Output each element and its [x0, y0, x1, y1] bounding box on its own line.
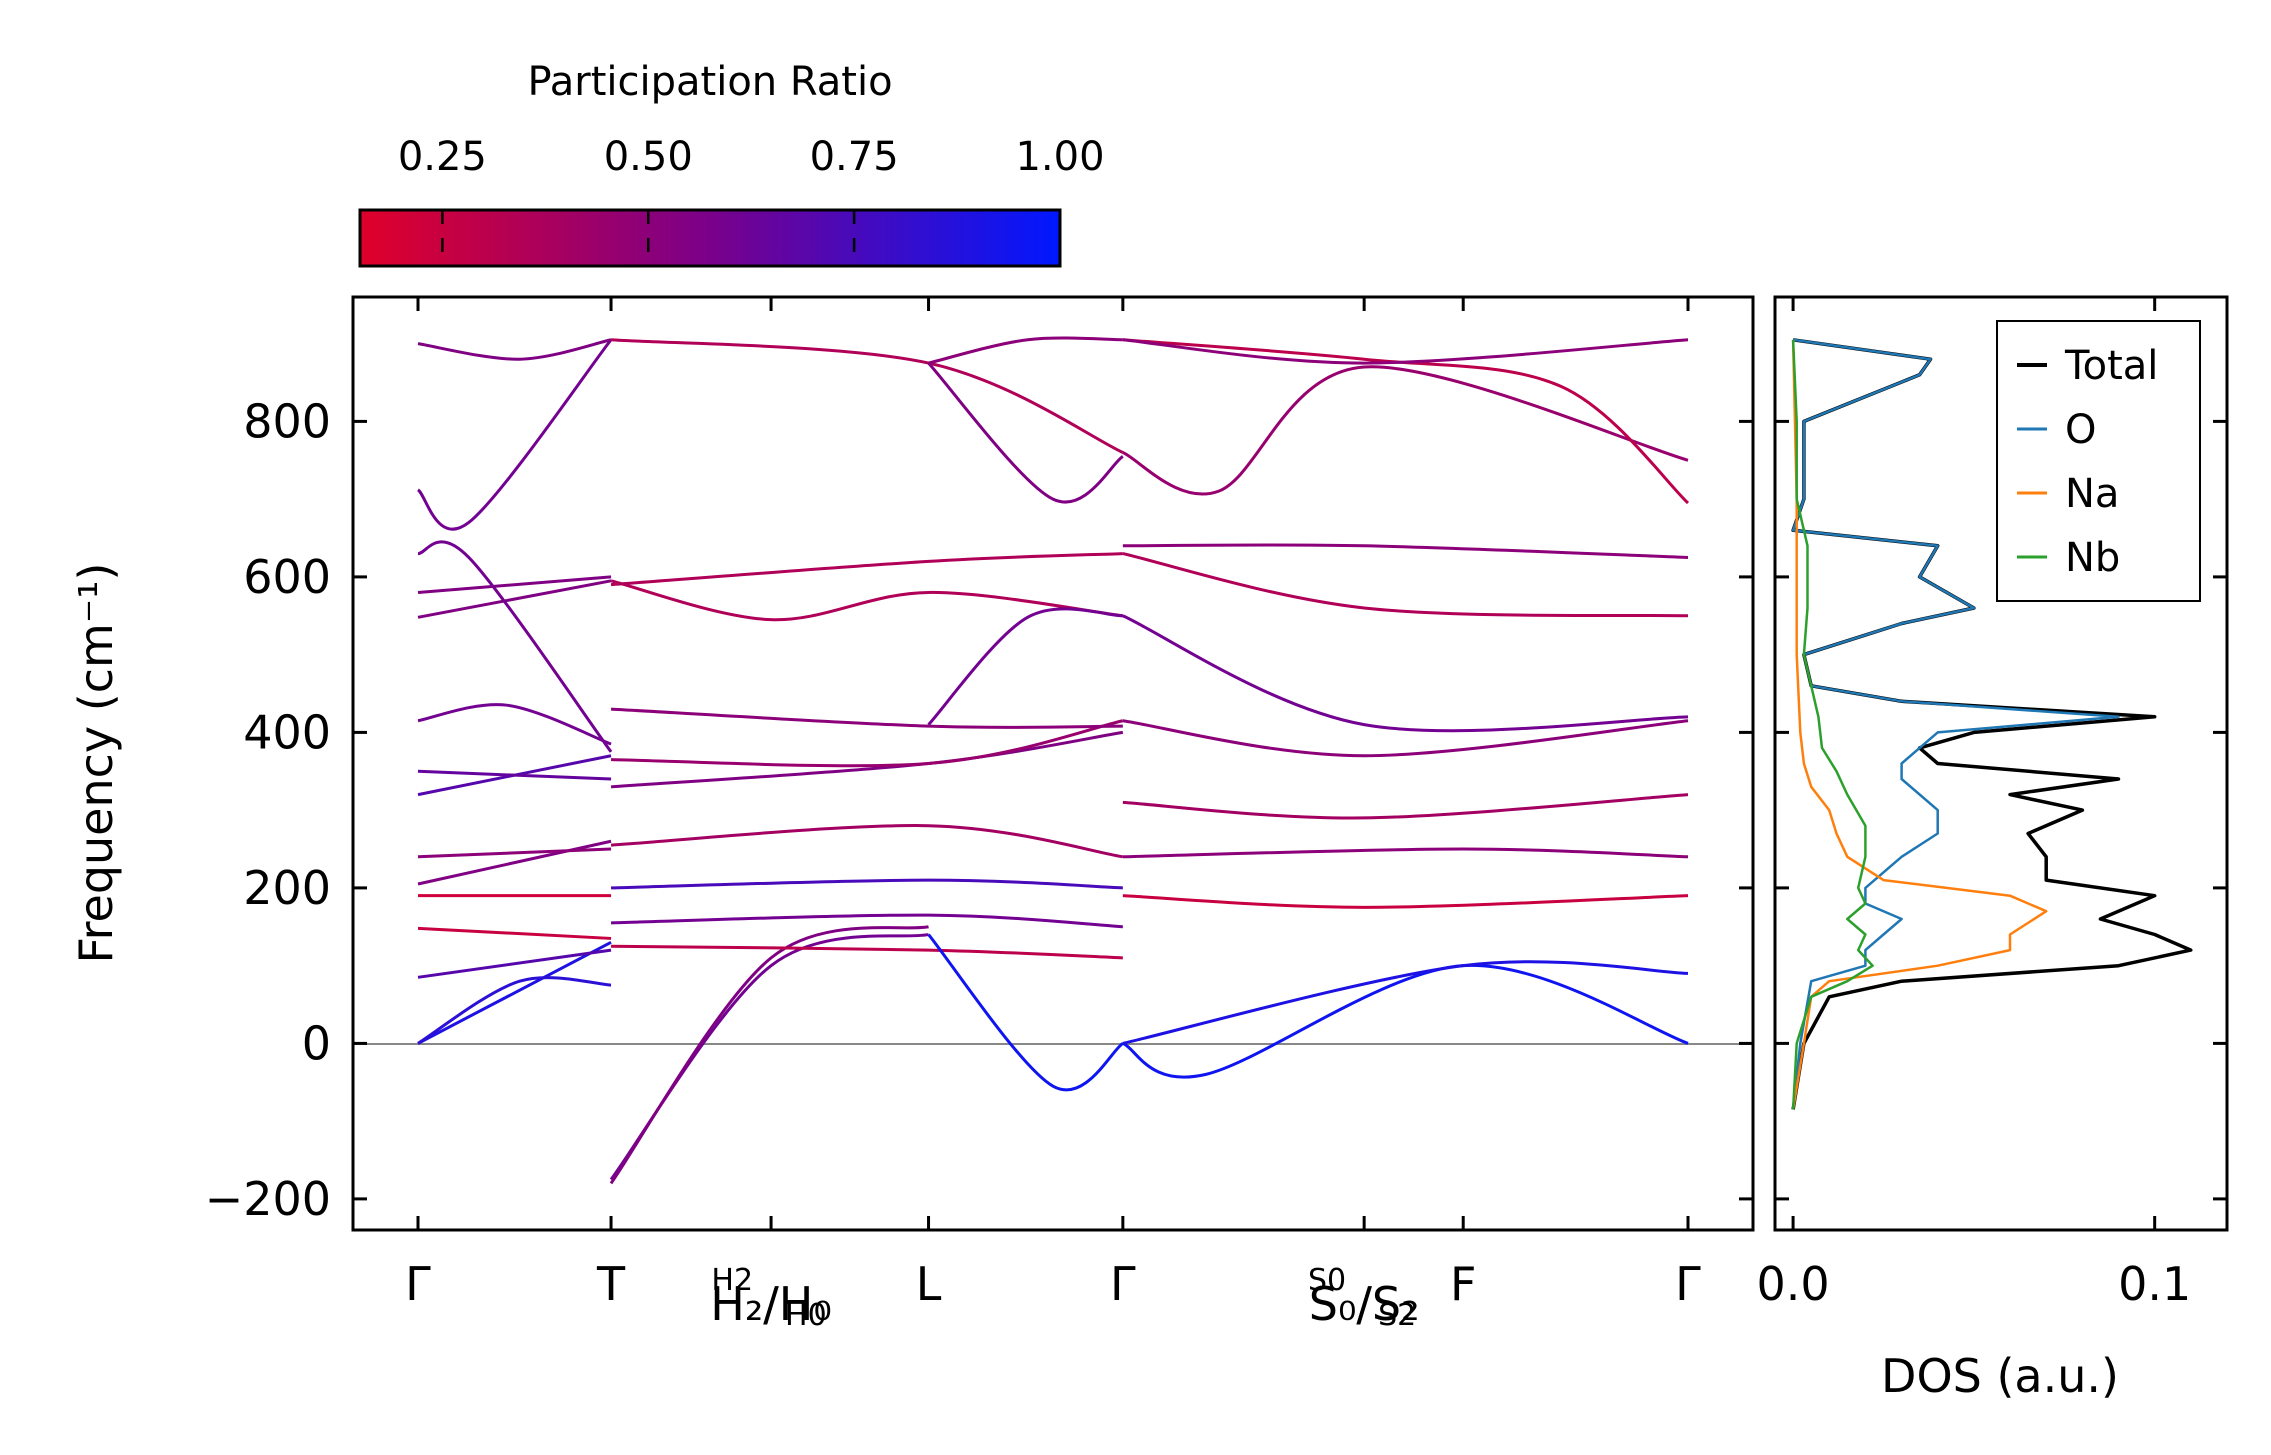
dos-x-axis-title: DOS (a.u.) [1881, 1349, 2119, 1403]
band-line [417, 847, 612, 859]
k-label-slash: / [763, 1277, 779, 1331]
band-line [417, 338, 612, 361]
k-label: T [596, 1257, 626, 1311]
y-tick-label: 400 [243, 705, 331, 759]
y-tick-label: 200 [243, 861, 331, 915]
legend-frame [1996, 320, 2201, 602]
band-line [417, 976, 612, 1045]
band-line [610, 579, 1124, 622]
band-axes-frame [351, 295, 1755, 1232]
y-tick-label: 600 [243, 550, 331, 604]
k-label: Γ [405, 1257, 431, 1311]
colorbar-title: Participation Ratio [527, 59, 892, 105]
band-line [610, 730, 1124, 789]
band-line [611, 878, 1123, 890]
legend-label: Na [2065, 471, 2119, 517]
dos-y-ticks [1775, 419, 2227, 1201]
band-line [927, 362, 1124, 504]
colorbar-tick-label: 0.75 [810, 134, 899, 180]
dos-line-o [1791, 338, 2120, 1110]
k-label-full: H₂/H₀ [710, 1277, 832, 1331]
dos-axes-frame [1773, 295, 2229, 1232]
band-line [610, 707, 1123, 729]
band-line [417, 926, 612, 940]
legend-label: O [2065, 407, 2096, 453]
band-line [1122, 338, 1690, 505]
dos-lines [1791, 338, 2193, 1110]
k-label-bottom: S2 [1378, 1298, 1416, 1333]
band-line [609, 925, 929, 1185]
legend-label: Nb [2065, 535, 2120, 581]
band-line [611, 913, 1123, 929]
band-line [417, 703, 612, 746]
y-tick-label: −200 [205, 1172, 331, 1226]
band-line [417, 948, 612, 979]
band-line [1122, 964, 1689, 1079]
y-tick-label: 0 [302, 1016, 331, 1070]
k-label-top: S0 [1308, 1263, 1346, 1298]
band-line [1122, 543, 1689, 559]
band-line [611, 719, 1124, 768]
dos-line-na [1791, 339, 2048, 1110]
band-line [417, 579, 612, 619]
colorbar-tick-label: 0.25 [398, 134, 487, 180]
k-label: L [916, 1257, 942, 1311]
dos-x-ticks: 0.0 0.1 [1757, 297, 2191, 1311]
band-line [1122, 338, 1689, 365]
band-line [927, 607, 1123, 726]
colorbar-tick-label: 0.50 [604, 134, 693, 180]
band-line [1122, 847, 1689, 859]
band-line [1122, 719, 1689, 758]
band-line [417, 940, 612, 1045]
band-line [609, 933, 929, 1181]
colorbar-tick-label: 1.00 [1015, 134, 1104, 180]
band-lines [416, 336, 1690, 1185]
k-label: Γ [1110, 1257, 1136, 1311]
k-label-full: S₀/S₂ [1309, 1277, 1420, 1331]
band-line [1122, 960, 1689, 1045]
y-axis-title: Frequency (cm⁻¹) [69, 563, 123, 964]
k-label-slash: / [1356, 1277, 1372, 1331]
dos-panel: 0.0 0.1 DOS (a.u.) Total O Na Nb [1757, 295, 2229, 1403]
band-y-ticks: −200 0 200 400 600 800 [205, 394, 1753, 1226]
band-line [1122, 793, 1689, 820]
band-line [610, 338, 1124, 454]
band-line [417, 540, 613, 753]
band-line [416, 338, 613, 531]
colorbar [358, 208, 1062, 268]
k-label: Γ [1675, 1257, 1701, 1311]
band-line [610, 552, 1123, 587]
band-line [928, 336, 1123, 365]
band-line [611, 944, 1123, 960]
band-line [1122, 894, 1689, 909]
band-line [417, 769, 612, 781]
colorbar-ticks: 0.25 0.50 0.75 1.00 [398, 134, 1105, 266]
y-tick-label: 800 [243, 394, 331, 448]
dos-x-tick-label: 0.1 [2118, 1257, 2191, 1311]
band-line [417, 575, 612, 594]
band-line [927, 933, 1124, 1092]
dos-legend: Total O Na Nb [1996, 320, 2201, 602]
k-label: F [1450, 1257, 1476, 1311]
dos-line-nb [1791, 339, 1874, 1110]
band-line [1122, 552, 1689, 618]
dos-x-tick-label: 0.0 [1757, 1257, 1830, 1311]
band-line [610, 824, 1124, 859]
band-line [1122, 365, 1689, 496]
k-label-top: H2 [711, 1263, 753, 1298]
k-label-bottom: H0 [785, 1298, 827, 1333]
legend-label: Total [2064, 343, 2158, 389]
band-line [417, 839, 612, 886]
band-line [1122, 614, 1689, 733]
